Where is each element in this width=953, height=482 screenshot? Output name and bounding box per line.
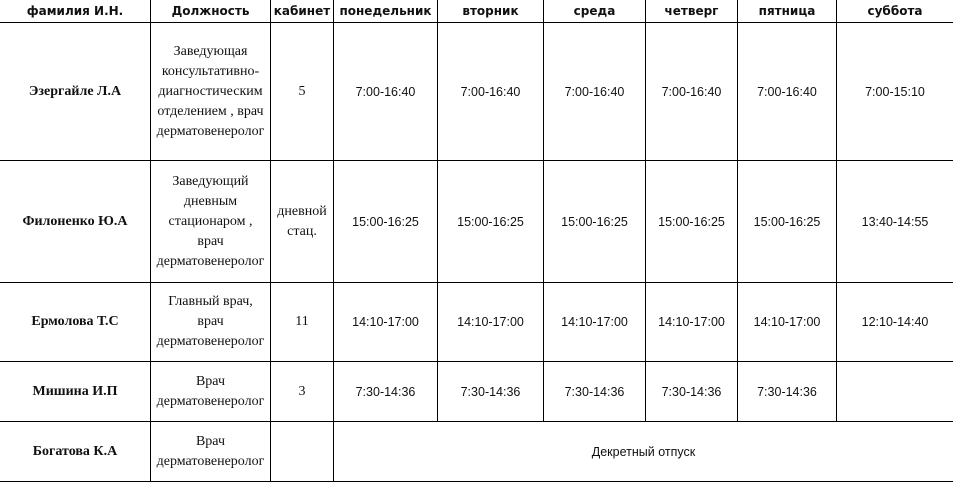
employee-name: Эзергайле Л.А	[0, 23, 151, 161]
column-header: суббота	[837, 0, 953, 23]
column-header: пятница	[738, 0, 837, 23]
position-line: Главный врач,	[153, 292, 268, 312]
position-line: врач	[153, 312, 268, 332]
schedule-cell: 12:10-14:40	[837, 283, 953, 362]
room-cell: 5	[271, 23, 334, 161]
position-line: дерматовенеролог	[153, 392, 268, 412]
position-line: Врач	[153, 372, 268, 392]
position-line: дерматовенеролог	[153, 452, 268, 472]
room-cell: дневной стац.	[271, 161, 334, 283]
schedule-cell: 15:00-16:25	[334, 161, 438, 283]
schedule-cell: 7:30-14:36	[334, 362, 438, 422]
position-line: Заведующая	[153, 42, 268, 62]
position-line: дерматовенеролог	[153, 122, 268, 142]
schedule-cell: 14:10-17:00	[738, 283, 837, 362]
room-cell: 3	[271, 362, 334, 422]
position-line: дерматовенеролог	[153, 252, 268, 272]
column-header: четверг	[646, 0, 738, 23]
position-line: дневным	[153, 192, 268, 212]
column-header: среда	[544, 0, 646, 23]
position-line: врач	[153, 232, 268, 252]
position-line: диагностическим	[153, 82, 268, 102]
schedule-cell: 7:30-14:36	[438, 362, 544, 422]
column-header: вторник	[438, 0, 544, 23]
schedule-cell: 15:00-16:25	[738, 161, 837, 283]
employee-name: Мишина И.П	[0, 362, 151, 422]
position-line: стационаром ,	[153, 212, 268, 232]
position-line: Заведующий	[153, 172, 268, 192]
schedule-cell: 7:00-16:40	[646, 23, 738, 161]
employee-name: Ермолова Т.С	[0, 283, 151, 362]
schedule-cell: 13:40-14:55	[837, 161, 953, 283]
schedule-cell: 15:00-16:25	[544, 161, 646, 283]
schedule-cell: 7:00-16:40	[544, 23, 646, 161]
schedule-cell: 7:00-16:40	[738, 23, 837, 161]
position-line: отделением , врач	[153, 102, 268, 122]
schedule-note: Декретный отпуск	[334, 422, 953, 482]
schedule-cell: 14:10-17:00	[646, 283, 738, 362]
employee-name: Филоненко Ю.А	[0, 161, 151, 283]
schedule-cell: 7:30-14:36	[738, 362, 837, 422]
schedule-cell: 7:30-14:36	[544, 362, 646, 422]
schedule-cell: 14:10-17:00	[544, 283, 646, 362]
room-cell	[271, 422, 334, 482]
position-line: консультативно-	[153, 62, 268, 82]
column-header: Должность	[151, 0, 271, 23]
schedule-cell: 7:30-14:36	[646, 362, 738, 422]
schedule-cell: 7:00-15:10	[837, 23, 953, 161]
position-line: Врач	[153, 432, 268, 452]
schedule-cell: 7:00-16:40	[334, 23, 438, 161]
schedule-cell: 15:00-16:25	[438, 161, 544, 283]
position-line: дерматовенеролог	[153, 332, 268, 352]
column-header: кабинет	[271, 0, 334, 23]
schedule-cell: 14:10-17:00	[334, 283, 438, 362]
schedule-cell: 15:00-16:25	[646, 161, 738, 283]
schedule-cell	[837, 362, 953, 422]
column-header: фамилия И.Н.	[0, 0, 151, 23]
schedule-cell: 7:00-16:40	[438, 23, 544, 161]
column-header: понедельник	[334, 0, 438, 23]
schedule-cell: 14:10-17:00	[438, 283, 544, 362]
room-cell: 11	[271, 283, 334, 362]
employee-name: Богатова К.А	[0, 422, 151, 482]
